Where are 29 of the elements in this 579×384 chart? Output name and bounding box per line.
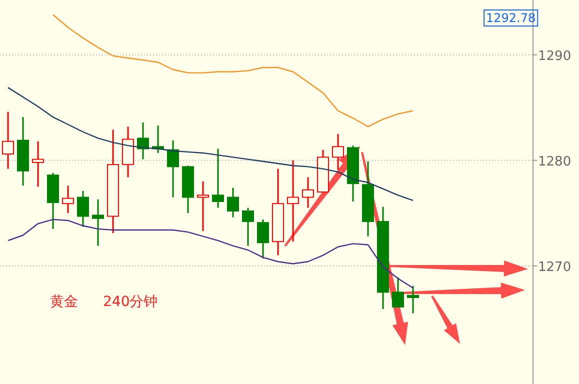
line-series	[7, 86, 414, 202]
candlestick	[302, 176, 314, 209]
candlestick	[377, 206, 389, 310]
candlestick	[362, 160, 374, 238]
candlestick	[62, 184, 74, 214]
candlestick	[2, 111, 14, 170]
candlestick	[167, 140, 179, 198]
candlestick	[227, 187, 239, 218]
candlestick	[287, 160, 299, 242]
line-series	[52, 14, 414, 128]
candlestick	[212, 148, 224, 209]
candlestick	[332, 133, 344, 171]
text: 1292.78	[486, 11, 536, 25]
candlestick	[197, 180, 209, 232]
candlestick	[92, 198, 104, 247]
line-series	[7, 218, 414, 289]
y-tick-label: 1290	[538, 48, 572, 64]
candlestick	[107, 129, 119, 234]
candlestick	[32, 140, 44, 188]
candlestick	[17, 116, 29, 186]
candlestick	[407, 285, 419, 314]
annotation: 黄金	[50, 294, 78, 310]
candlestick	[137, 122, 149, 160]
y-tick-label: 1270	[538, 260, 572, 275]
candlestick	[77, 190, 89, 228]
candlestick	[122, 126, 134, 178]
annotation: 240分钟	[103, 294, 158, 310]
candlestick	[272, 168, 284, 256]
y-tick-label: 1280	[538, 154, 572, 170]
